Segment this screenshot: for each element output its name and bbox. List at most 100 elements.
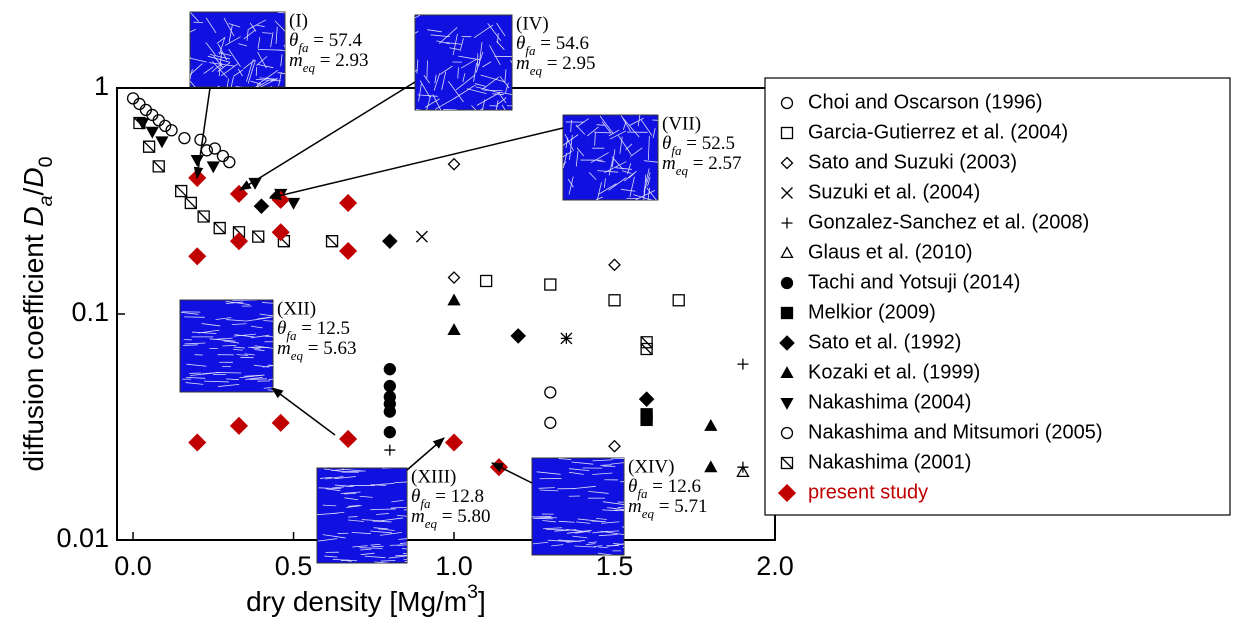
streak xyxy=(351,532,371,535)
arrow xyxy=(490,462,533,484)
streak xyxy=(586,543,596,546)
streak xyxy=(262,302,273,304)
data-point xyxy=(286,197,301,210)
streak xyxy=(249,378,267,380)
streak xyxy=(415,69,418,72)
data-point xyxy=(640,413,653,427)
data-point xyxy=(339,429,358,448)
legend-label: Melkior (2009) xyxy=(808,301,936,323)
streak xyxy=(233,69,244,77)
legend-label: Nakashima and Mitsumori (2005) xyxy=(808,421,1103,443)
streak xyxy=(594,132,596,146)
data-point xyxy=(672,294,685,307)
equals: = xyxy=(681,133,701,154)
symbol: θ xyxy=(277,318,286,339)
annotation-label: (IV) xyxy=(516,13,549,34)
streak xyxy=(217,43,228,61)
streak xyxy=(455,74,476,91)
streak xyxy=(598,546,608,549)
streak xyxy=(342,468,363,472)
x-tick-label: 1.0 xyxy=(435,551,473,581)
streak xyxy=(331,469,344,471)
legend-marker xyxy=(780,397,794,410)
legend-label: Glaus et al. (2010) xyxy=(808,241,973,263)
streak xyxy=(622,117,640,138)
streak xyxy=(234,334,255,338)
streak xyxy=(643,160,658,163)
streak xyxy=(458,55,481,61)
streak xyxy=(558,539,581,542)
streak xyxy=(568,176,574,195)
streak xyxy=(563,161,567,166)
streak xyxy=(370,483,395,486)
streak xyxy=(543,527,563,530)
streak xyxy=(647,135,650,160)
streak xyxy=(635,189,656,200)
legend-label: Tachi and Yotsuji (2014) xyxy=(808,271,1020,293)
annotation-line: meq = 5.80 xyxy=(411,506,490,531)
streak xyxy=(597,160,606,163)
streak xyxy=(263,320,273,322)
streak xyxy=(372,520,392,523)
streak xyxy=(190,12,199,22)
data-point xyxy=(339,193,358,212)
label-part: ] xyxy=(478,586,486,617)
symbol: θ xyxy=(516,33,525,54)
streak xyxy=(597,552,614,555)
streak xyxy=(426,60,428,79)
streak xyxy=(344,492,356,495)
legend-marker xyxy=(781,187,793,199)
data-point xyxy=(126,92,140,105)
streak xyxy=(619,136,623,154)
streak xyxy=(542,520,556,523)
streak xyxy=(459,38,464,52)
streak xyxy=(262,335,273,338)
streak xyxy=(182,344,198,346)
data-point xyxy=(155,136,169,149)
arrow xyxy=(271,387,336,436)
streak xyxy=(576,147,585,157)
symbol-sub: fa xyxy=(525,43,536,58)
label-part: 0 xyxy=(35,156,57,167)
streak xyxy=(397,514,407,517)
annotation-line: θfa = 12.5 xyxy=(277,318,350,343)
symbol-sub: fa xyxy=(637,486,648,501)
streak xyxy=(629,117,644,126)
data-point xyxy=(229,232,249,251)
streak xyxy=(277,49,285,52)
annotation-value: 12.5 xyxy=(317,318,350,339)
data-point xyxy=(640,336,653,349)
streak xyxy=(598,534,618,537)
streak xyxy=(190,69,193,81)
streak xyxy=(476,53,479,67)
streak xyxy=(243,29,256,40)
streak xyxy=(344,497,359,501)
streak xyxy=(270,32,274,48)
streak xyxy=(317,512,338,516)
annotation-value: 5.80 xyxy=(457,506,490,527)
streak xyxy=(482,61,492,68)
streak xyxy=(546,528,569,531)
legend-label: Kozaki et al. (1999) xyxy=(808,361,980,383)
inset-image xyxy=(316,467,408,564)
streak xyxy=(475,86,500,94)
streak xyxy=(239,374,265,379)
streak xyxy=(399,542,407,544)
streak xyxy=(256,56,268,66)
streak xyxy=(359,495,373,498)
streak xyxy=(247,60,256,84)
annotation-line: meq = 2.95 xyxy=(516,53,595,78)
streak xyxy=(601,121,611,133)
equals: = xyxy=(647,476,667,497)
streak xyxy=(278,71,282,87)
data-point xyxy=(133,97,146,111)
streak xyxy=(479,107,484,110)
legend-marker xyxy=(780,426,794,440)
streak xyxy=(604,161,627,173)
annotation-value: 54.6 xyxy=(556,33,589,54)
x-tick-label: 0.0 xyxy=(114,551,152,581)
equals: = xyxy=(296,318,316,339)
streak xyxy=(592,459,613,462)
streak xyxy=(217,383,240,387)
streak xyxy=(255,67,258,76)
